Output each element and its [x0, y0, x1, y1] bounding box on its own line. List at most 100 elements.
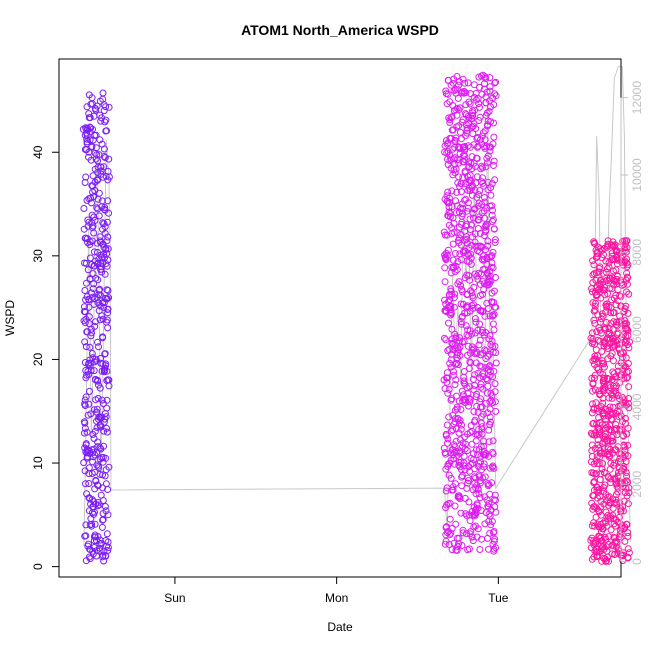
data-point [86, 136, 94, 144]
data-point [487, 521, 495, 529]
y2-tick-label: 2000 [630, 471, 644, 498]
data-point [616, 292, 624, 300]
data-point [80, 205, 88, 212]
data-point [91, 533, 99, 541]
data-point [445, 385, 453, 393]
data-point [491, 239, 499, 246]
data-point [443, 378, 451, 386]
data-point [453, 405, 461, 413]
data-point [91, 508, 98, 516]
data-point [607, 309, 615, 317]
data-point [623, 273, 631, 281]
data-point [101, 503, 109, 510]
data-point [103, 396, 111, 404]
data-point [486, 405, 494, 413]
data-point [469, 130, 477, 138]
data-point [465, 545, 473, 553]
data-point [460, 87, 468, 95]
data-point [624, 327, 632, 335]
data-point [454, 361, 462, 369]
data-point [81, 396, 89, 404]
data-point [485, 280, 493, 288]
data-point [485, 517, 493, 525]
data-point [458, 421, 465, 429]
data-point [604, 242, 612, 250]
data-point [623, 244, 631, 252]
data-point [480, 182, 488, 190]
data-point [475, 100, 483, 108]
y2-tick-label: 6000 [630, 316, 644, 343]
y-tick-label: 0 [31, 563, 45, 570]
data-point [597, 294, 605, 302]
data-point [463, 447, 471, 455]
data-point [455, 106, 463, 114]
data-point [451, 381, 459, 389]
data-point [624, 500, 632, 508]
data-point [451, 360, 459, 368]
data-point [87, 156, 95, 164]
data-point [480, 447, 488, 455]
data-point [100, 303, 108, 311]
data-point [478, 430, 486, 438]
data-point [451, 290, 459, 298]
data-point [478, 255, 486, 263]
data-point [101, 154, 109, 162]
data-point [613, 500, 620, 508]
data-point [453, 266, 461, 274]
data-point [443, 421, 451, 429]
data-point [103, 237, 111, 245]
data-point [483, 220, 491, 228]
data-point [489, 140, 497, 148]
data-point [86, 387, 93, 395]
data-point [462, 235, 470, 243]
data-point [593, 364, 601, 372]
data-point [104, 306, 112, 313]
data-point [490, 119, 497, 127]
data-point [596, 245, 604, 253]
data-point [486, 147, 494, 155]
data-point [465, 402, 472, 410]
data-point [459, 116, 467, 124]
data-point [454, 258, 462, 266]
data-point [473, 155, 481, 162]
data-point [476, 320, 484, 328]
data-point [589, 469, 597, 477]
data-point [475, 430, 483, 438]
data-point [443, 251, 451, 259]
data-point [469, 537, 477, 545]
data-point [464, 239, 471, 247]
data-point [81, 303, 88, 311]
data-point [485, 500, 493, 507]
data-point [85, 480, 93, 487]
data-point [83, 279, 90, 287]
data-point [81, 287, 89, 294]
data-point [103, 428, 111, 436]
data-point [93, 204, 101, 212]
data-point [452, 437, 460, 445]
data-point [486, 83, 494, 91]
data-point [482, 163, 490, 171]
data-point [447, 529, 455, 537]
data-point [492, 78, 500, 86]
data-point [471, 465, 479, 473]
data-point [458, 472, 466, 480]
data-point [476, 103, 483, 111]
data-point [488, 518, 496, 525]
data-point [470, 408, 478, 415]
data-point [600, 375, 608, 383]
data-point [483, 88, 491, 96]
data-point [482, 75, 490, 82]
data-point [105, 173, 113, 181]
data-point [624, 280, 631, 288]
data-point [453, 546, 461, 554]
data-point [490, 162, 497, 169]
data-point [86, 343, 94, 351]
data-point [609, 504, 617, 512]
data-point [102, 360, 110, 368]
data-point [104, 309, 112, 317]
data-point [456, 204, 464, 212]
data-point [90, 248, 98, 256]
data-point [83, 428, 91, 436]
data-point [445, 541, 453, 548]
